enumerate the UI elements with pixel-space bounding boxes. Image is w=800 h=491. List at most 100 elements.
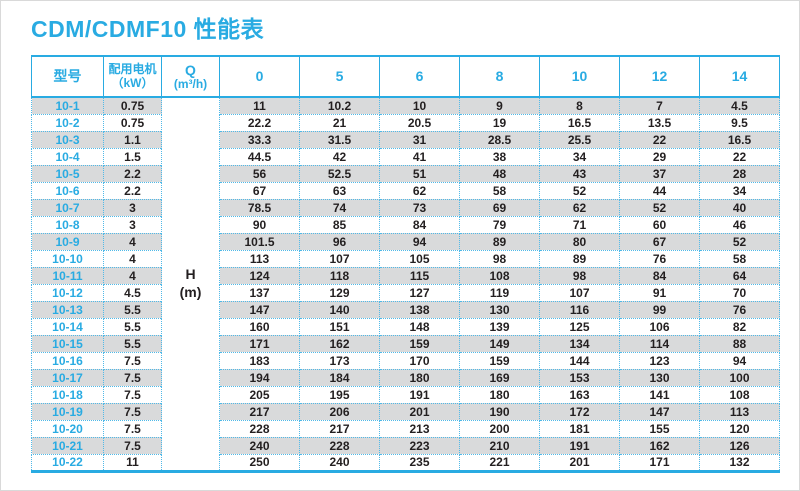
head-value-cell: 119 [459, 283, 540, 302]
head-value-cell: 98 [539, 266, 620, 285]
motor-kw-cell: 4 [103, 266, 162, 285]
model-cell: 10-3 [31, 130, 104, 149]
head-value-cell: 151 [299, 317, 380, 336]
head-value-cell: 108 [459, 266, 540, 285]
model-cell: 10-17 [31, 368, 104, 387]
col-header-motor-line2: （kW） [111, 75, 154, 90]
head-value-cell: 62 [379, 181, 460, 200]
head-value-cell: 34 [699, 181, 780, 200]
head-value-cell: 130 [459, 300, 540, 319]
head-value-cell: 74 [299, 198, 380, 217]
head-value-cell: 134 [539, 334, 620, 353]
table-row: 10-14 5.5 160 151 148 139 125 106 82 [31, 317, 780, 336]
head-value-cell: 25.5 [539, 130, 620, 149]
head-value-cell: 171 [219, 334, 300, 353]
model-cell: 10-13 [31, 300, 104, 319]
head-value-cell: 38 [459, 147, 540, 166]
head-value-cell: 141 [619, 385, 700, 404]
model-cell: 10-9 [31, 232, 104, 251]
head-value-cell: 29 [619, 147, 700, 166]
head-value-cell: 99 [619, 300, 700, 319]
head-value-cell: 85 [299, 215, 380, 234]
table-body: 10-1 0.75 H (m) 11 10.2 10 9 8 7 4.5 10-2 0.75 22.2 21… [31, 96, 780, 472]
head-value-cell: 67 [619, 232, 700, 251]
head-value-cell: 205 [219, 385, 300, 404]
head-value-cell: 240 [219, 436, 300, 455]
col-header-flow-0: 0 [219, 55, 300, 98]
head-value-cell: 37 [619, 164, 700, 183]
head-value-cell: 183 [219, 351, 300, 370]
head-value-cell: 89 [539, 249, 620, 268]
motor-kw-cell: 5.5 [103, 317, 162, 336]
head-value-cell: 60 [619, 215, 700, 234]
col-header-q-unit: (m³/h) [173, 76, 208, 91]
head-value-cell: 101.5 [219, 232, 300, 251]
model-cell: 10-5 [31, 164, 104, 183]
col-header-motor: 配用电机 （kW） [103, 55, 162, 98]
head-value-cell: 42 [299, 147, 380, 166]
head-value-cell: 172 [539, 402, 620, 421]
model-cell: 10-22 [31, 453, 104, 472]
head-value-cell: 160 [219, 317, 300, 336]
head-value-cell: 235 [379, 453, 460, 472]
head-value-cell: 94 [699, 351, 780, 370]
col-header-flow-q: Q (m³/h) [161, 55, 220, 98]
col-header-flow-14: 14 [699, 55, 780, 98]
head-value-cell: 58 [699, 249, 780, 268]
motor-kw-cell: 2.2 [103, 181, 162, 200]
head-value-cell: 67 [219, 181, 300, 200]
model-cell: 10-20 [31, 419, 104, 438]
head-value-cell: 22.2 [219, 113, 300, 132]
head-value-cell: 16.5 [539, 113, 620, 132]
head-value-cell: 162 [299, 334, 380, 353]
head-value-cell: 195 [299, 385, 380, 404]
head-value-cell: 44 [619, 181, 700, 200]
motor-kw-cell: 7.5 [103, 385, 162, 404]
head-value-cell: 100 [699, 368, 780, 387]
motor-kw-cell: 7.5 [103, 402, 162, 421]
head-value-cell: 221 [459, 453, 540, 472]
head-value-cell: 52 [699, 232, 780, 251]
head-value-cell: 33.3 [219, 130, 300, 149]
head-value-cell: 96 [299, 232, 380, 251]
table-row: 10-18 7.5 205 195 191 180 163 141 108 [31, 385, 780, 404]
head-value-cell: 169 [459, 368, 540, 387]
head-value-cell: 153 [539, 368, 620, 387]
motor-kw-cell: 7.5 [103, 368, 162, 387]
head-value-cell: 9 [459, 96, 540, 115]
head-value-cell: 138 [379, 300, 460, 319]
table-row: 10-21 7.5 240 228 223 210 191 162 126 [31, 436, 780, 455]
head-value-cell: 44.5 [219, 147, 300, 166]
head-value-cell: 107 [539, 283, 620, 302]
head-value-cell: 191 [379, 385, 460, 404]
motor-kw-cell: 7.5 [103, 436, 162, 455]
head-value-cell: 90 [219, 215, 300, 234]
motor-kw-cell: 4.5 [103, 283, 162, 302]
performance-table: 型号 配用电机 （kW） Q (m³/h) 0 5 6 8 10 12 14 1… [31, 55, 780, 473]
head-value-cell: 194 [219, 368, 300, 387]
head-value-cell: 113 [699, 402, 780, 421]
head-value-cell: 171 [619, 453, 700, 472]
head-value-cell: 69 [459, 198, 540, 217]
head-value-cell: 148 [379, 317, 460, 336]
motor-kw-cell: 2.2 [103, 164, 162, 183]
head-value-cell: 58 [459, 181, 540, 200]
head-value-cell: 4.5 [699, 96, 780, 115]
table-row: 10-3 1.1 33.3 31.5 31 28.5 25.5 22 16.5 [31, 130, 780, 149]
model-cell: 10-11 [31, 266, 104, 285]
head-value-cell: 181 [539, 419, 620, 438]
head-value-cell: 190 [459, 402, 540, 421]
head-value-cell: 147 [219, 300, 300, 319]
model-cell: 10-12 [31, 283, 104, 302]
head-value-cell: 228 [299, 436, 380, 455]
model-cell: 10-1 [31, 96, 104, 115]
head-value-cell: 149 [459, 334, 540, 353]
head-value-cell: 201 [379, 402, 460, 421]
head-unit-label-cell: H (m) [161, 96, 220, 472]
head-value-cell: 140 [299, 300, 380, 319]
model-cell: 10-15 [31, 334, 104, 353]
head-value-cell: 70 [699, 283, 780, 302]
head-value-cell: 10.2 [299, 96, 380, 115]
head-value-cell: 13.5 [619, 113, 700, 132]
head-value-cell: 7 [619, 96, 700, 115]
